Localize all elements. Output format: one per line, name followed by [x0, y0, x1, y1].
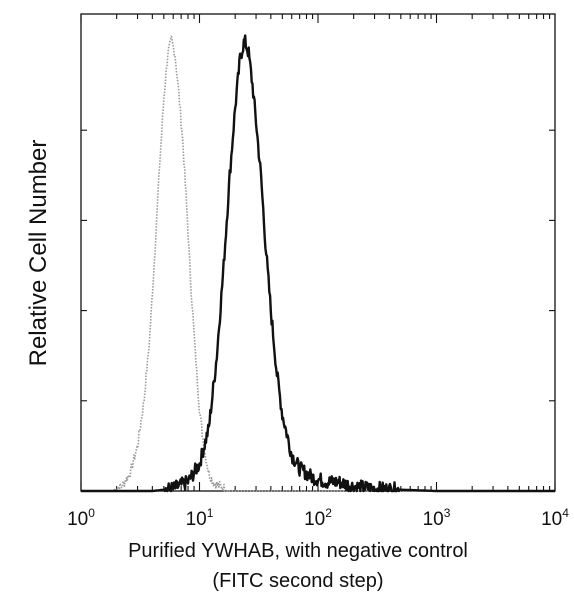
x-tick-label: 101	[186, 506, 214, 530]
x-axis-label: Purified YWHAB, with negative control	[128, 540, 468, 562]
series-layer	[80, 34, 556, 493]
x-tick-label: 104	[541, 506, 569, 530]
x-tick-labels: 100 101 102 103 104	[67, 506, 569, 530]
x-tick-label: 102	[304, 506, 332, 530]
negative-control-histogram-line	[80, 35, 556, 492]
y-axis-label: Relative Cell Number	[25, 140, 52, 367]
axes	[80, 13, 556, 492]
x-tick-label: 103	[423, 506, 451, 530]
x-tick-label: 100	[67, 506, 95, 530]
plot-frame	[80, 13, 556, 492]
x-axis-label-line2: (FITC second step)	[212, 570, 383, 592]
ywhab-histogram-line	[80, 34, 556, 493]
